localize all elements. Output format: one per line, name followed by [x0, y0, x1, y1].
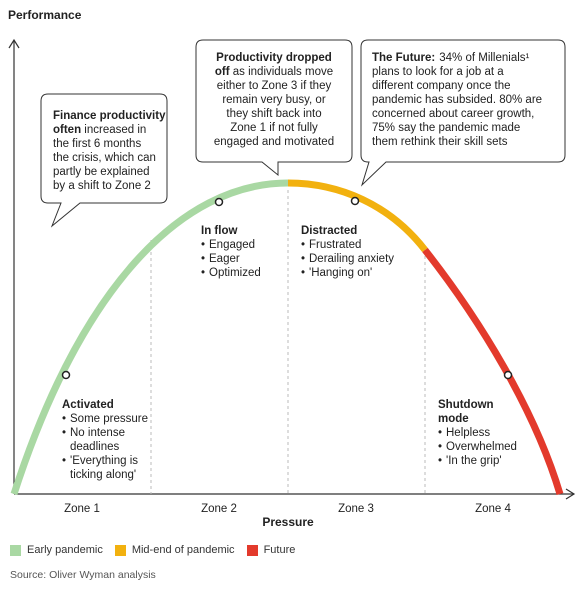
callout-bubble [40, 93, 168, 228]
phase-item: Optimized [209, 267, 261, 279]
svg-text:•: • [62, 413, 66, 425]
callout-bubble [360, 39, 566, 187]
curve-early-pandemic [10, 179, 289, 496]
svg-text:•: • [438, 427, 442, 439]
legend-swatch [10, 544, 21, 556]
callout-line: Zone 1 if not fully [230, 122, 318, 134]
phase-activated: Activated • Some pressure • No intense dea… [62, 399, 148, 481]
phase-item: 'Everything is [70, 455, 138, 467]
phase-item: Some pressure [70, 413, 148, 425]
legend-swatch [246, 544, 258, 556]
marker-distracted [350, 196, 360, 206]
legend-label: Mid-end of pandemic [131, 544, 235, 556]
legend: Early pandemic Mid-end of pandemic Futur… [10, 544, 307, 556]
phase-in-flow: In flow • Engaged • Eager • Optimized [201, 225, 261, 279]
zone-label-2: Zone 2 [201, 503, 237, 515]
callout-line: them rethink their skill sets [372, 136, 508, 148]
marker-shutdown [503, 370, 513, 380]
phase-title: Activated [62, 399, 114, 411]
callout-finance: Finance productivity often increased in … [40, 93, 168, 228]
marker-activated [61, 370, 71, 380]
svg-text:•: • [301, 253, 305, 265]
phase-item: Eager [209, 253, 240, 265]
x-axis-arrow [565, 488, 576, 500]
marker-in-flow [214, 197, 224, 207]
callout-line: plans to look for a job at a [372, 66, 504, 78]
legend-label: Early pandemic [27, 544, 103, 556]
callout-line: either to Zone 3 if they [217, 80, 332, 92]
phase-distracted: Distracted • Frustrated • Derailing anxiet… [301, 225, 394, 279]
legend-label: Future [263, 544, 296, 556]
callout-line: remain very busy, or [222, 94, 325, 106]
zone-label-4: Zone 4 [475, 503, 511, 515]
callout-line: Finance productivity [53, 110, 166, 122]
x-axis-label: Pressure [262, 515, 314, 529]
callout-line: the crisis, which can [53, 152, 156, 164]
svg-text:The Future:34% of Millenials¹: The Future: 34% of Millenials¹ [372, 52, 530, 64]
svg-text:often increased in: often increased in [53, 124, 146, 136]
svg-text:•: • [301, 267, 305, 279]
y-axis-arrow [8, 38, 20, 49]
phase-item: Derailing anxiety [309, 253, 394, 265]
callout-line: partly be explained [53, 166, 150, 178]
phase-title: Distracted [301, 225, 357, 237]
phase-item: No intense [70, 427, 125, 439]
phase-item: 'Hanging on' [309, 267, 372, 279]
callout-future: The Future: 34% of Millenials¹ plans to l… [360, 39, 566, 187]
callout-line: by a shift to Zone 2 [53, 180, 151, 192]
svg-text:•: • [438, 441, 442, 453]
phase-item: Engaged [209, 239, 255, 251]
callout-line: engaged and motivated [214, 136, 334, 148]
callout-line: the first 6 months [53, 138, 141, 150]
phase-shutdown: Shutdown mode • Helpless • Overwhelmed • 'I… [438, 399, 517, 467]
callout-line: concerned about career growth, [372, 108, 534, 120]
svg-text:•: • [301, 239, 305, 251]
phase-title-line2: mode [438, 413, 469, 425]
phase-item: Frustrated [309, 239, 361, 251]
phase-item: ticking along' [70, 469, 136, 481]
phase-title: In flow [201, 225, 237, 237]
callout-productivity: Productivity dropped off as individuals … [195, 39, 353, 177]
legend-item-mid-end-pandemic: Mid-end of pandemic [114, 544, 235, 556]
legend-item-early-pandemic: Early pandemic [10, 544, 103, 556]
svg-text:•: • [62, 427, 66, 439]
zone-label-3: Zone 3 [338, 503, 374, 515]
callout-line: they shift back into [226, 108, 321, 120]
phase-title: Shutdown [438, 399, 494, 411]
zone-label-1: Zone 1 [64, 503, 100, 515]
svg-text:•: • [62, 455, 66, 467]
source-note: Source: Oliver Wyman analysis [10, 569, 156, 581]
y-axis-label: Performance [8, 8, 82, 22]
legend-item-future: Future [246, 544, 296, 556]
phase-item: deadlines [70, 441, 119, 453]
callout-line: different company once the [372, 80, 511, 92]
callout-line: Productivity dropped [216, 52, 332, 64]
svg-text:•: • [201, 267, 205, 279]
callout-line: 34% of Millenials¹ [439, 52, 529, 64]
phase-item: Helpless [446, 427, 490, 439]
callout-bubble [195, 39, 353, 177]
svg-text:•: • [201, 253, 205, 265]
curve-mid-end-pandemic [287, 179, 428, 253]
svg-text:•: • [201, 239, 205, 251]
curve-future [422, 247, 564, 495]
svg-text:•: • [438, 455, 442, 467]
legend-swatch [114, 544, 126, 556]
callout-line: pandemic has subsided. 80% are [372, 94, 542, 106]
performance-pressure-diagram: Performance Pressure Zone 1 Zone 2 Zone … [8, 8, 576, 529]
phase-item: Overwhelmed [446, 441, 517, 453]
callout-line: 75% say the pandemic made [372, 122, 520, 134]
phase-item: 'In the grip' [446, 455, 502, 467]
svg-text:off as individuals move: off as individuals move [215, 66, 333, 78]
callout-lead: The Future: [372, 52, 435, 64]
